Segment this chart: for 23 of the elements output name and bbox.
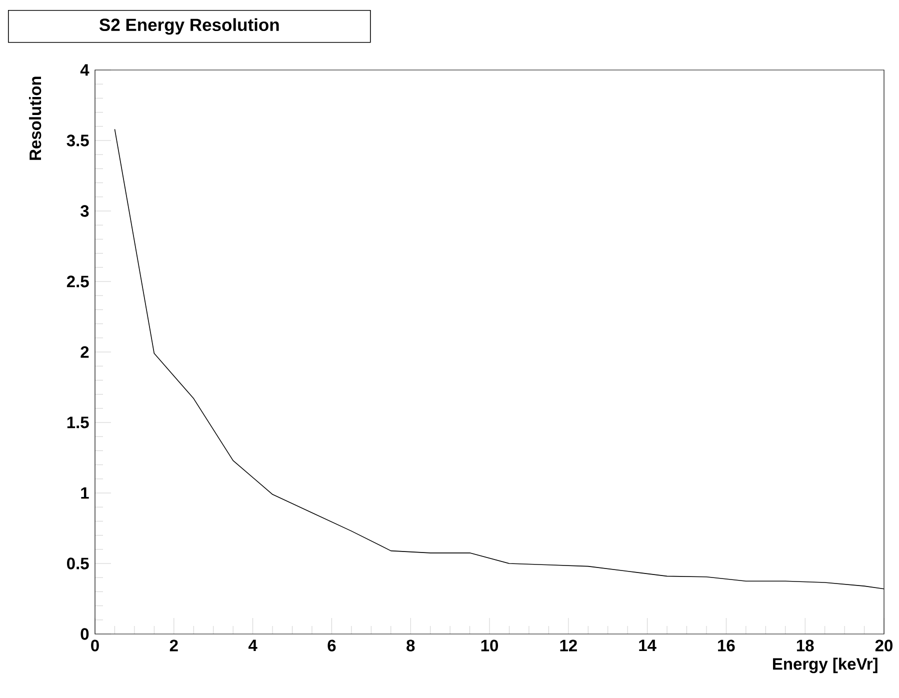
y-tick-label: 0 [80,628,89,640]
x-tick-label: 10 [481,640,498,652]
y-tick-label: 1.5 [67,416,89,428]
x-tick-label: 14 [639,640,656,652]
x-tick-label: 12 [560,640,577,652]
x-tick-label: 16 [718,640,735,652]
x-tick-label: 6 [328,640,336,652]
x-axis-title: Energy [keVr] [773,658,878,674]
y-tick-label: 2 [80,346,89,358]
y-tick-label: 3.5 [66,134,89,146]
chart-title: S2 Energy Resolution [99,18,279,35]
y-tick-label: 1 [81,487,89,499]
x-tick-label: 20 [875,640,893,652]
x-tick-label: 8 [406,640,415,652]
x-tick-label: 2 [170,640,178,652]
y-tick-label: 4 [80,64,90,76]
x-tick-label: 18 [796,640,814,652]
y-tick-label: 3 [80,205,89,217]
y-axis-title: Resolution [29,76,42,160]
x-tick-label: 0 [91,640,99,652]
y-tick-label: 2.5 [66,276,89,288]
y-tick-label: 0.5 [67,558,89,570]
x-tick-label: 4 [248,640,258,652]
